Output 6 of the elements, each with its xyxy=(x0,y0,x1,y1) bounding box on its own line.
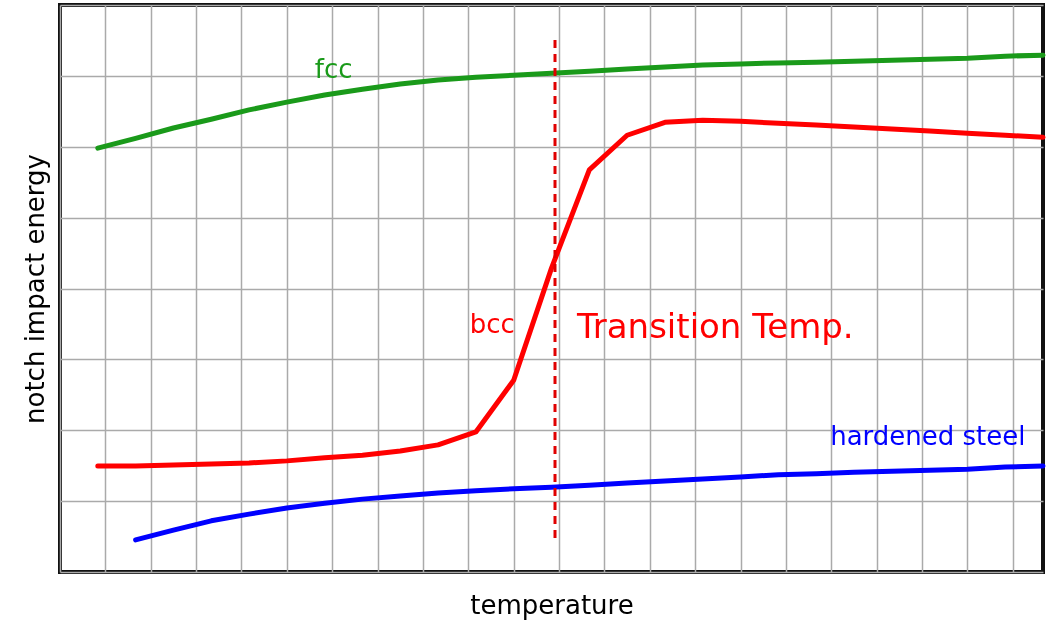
series-label: hardened steel xyxy=(830,420,1026,451)
series-label: fcc xyxy=(314,54,353,85)
annotation: Transition Temp. xyxy=(576,306,854,346)
series-label: bcc xyxy=(469,309,515,340)
x-axis-title: temperature xyxy=(470,589,634,620)
y-axis-title: notch impact energy xyxy=(19,154,50,424)
